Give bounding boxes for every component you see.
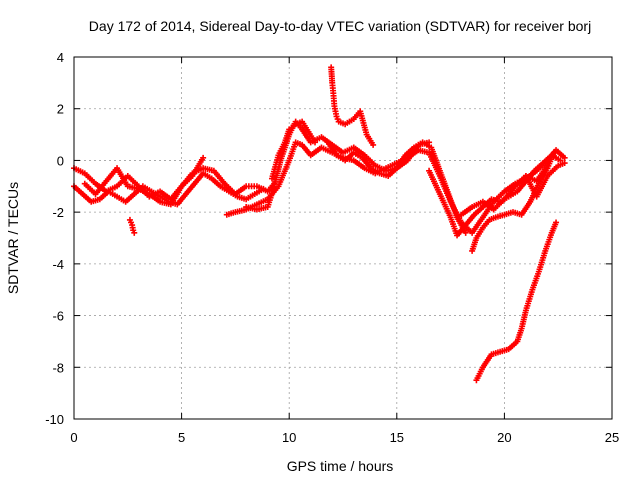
series-track-8	[328, 64, 377, 148]
series-track-11	[426, 152, 564, 239]
data-point	[550, 149, 557, 156]
data-point	[553, 219, 560, 226]
data-point	[370, 141, 377, 148]
chart-title: Day 172 of 2014, Sidereal Day-to-day VTE…	[89, 18, 591, 34]
series-track-14	[473, 219, 560, 384]
data-point	[544, 162, 551, 169]
y-tick-label: 0	[57, 153, 64, 168]
x-tick-label: 10	[282, 430, 296, 445]
series-track-5	[223, 139, 422, 218]
data-point	[131, 229, 138, 236]
data-point	[200, 154, 207, 161]
y-axis-label: SDTVAR / TECUs	[5, 182, 21, 294]
data-point	[462, 229, 469, 236]
series-track-3	[81, 165, 278, 208]
y-tick-label: 4	[57, 50, 64, 65]
y-tick-label: -8	[52, 360, 64, 375]
y-tick-label: -2	[52, 205, 64, 220]
data-point	[312, 139, 319, 146]
y-tick-label: -10	[45, 412, 64, 427]
data-point	[561, 160, 568, 167]
series-track-4	[126, 216, 138, 236]
y-tick-label: 2	[57, 102, 64, 117]
data-point	[561, 154, 568, 161]
grid-lines	[74, 57, 612, 419]
x-axis-label: GPS time / hours	[287, 458, 394, 474]
x-tick-label: 5	[178, 430, 185, 445]
y-tick-label: -4	[52, 257, 64, 272]
data-series	[71, 64, 568, 384]
x-tick-label: 25	[605, 430, 619, 445]
x-tick-label: 20	[497, 430, 511, 445]
plot-frame	[73, 56, 613, 420]
y-tick-label: -6	[52, 309, 64, 324]
series-track-7	[268, 118, 319, 182]
axis-ticks	[73, 56, 613, 420]
series-track-6	[243, 118, 433, 213]
series-track-15	[522, 160, 568, 200]
x-tick-label: 0	[70, 430, 77, 445]
x-tick-label: 15	[390, 430, 404, 445]
